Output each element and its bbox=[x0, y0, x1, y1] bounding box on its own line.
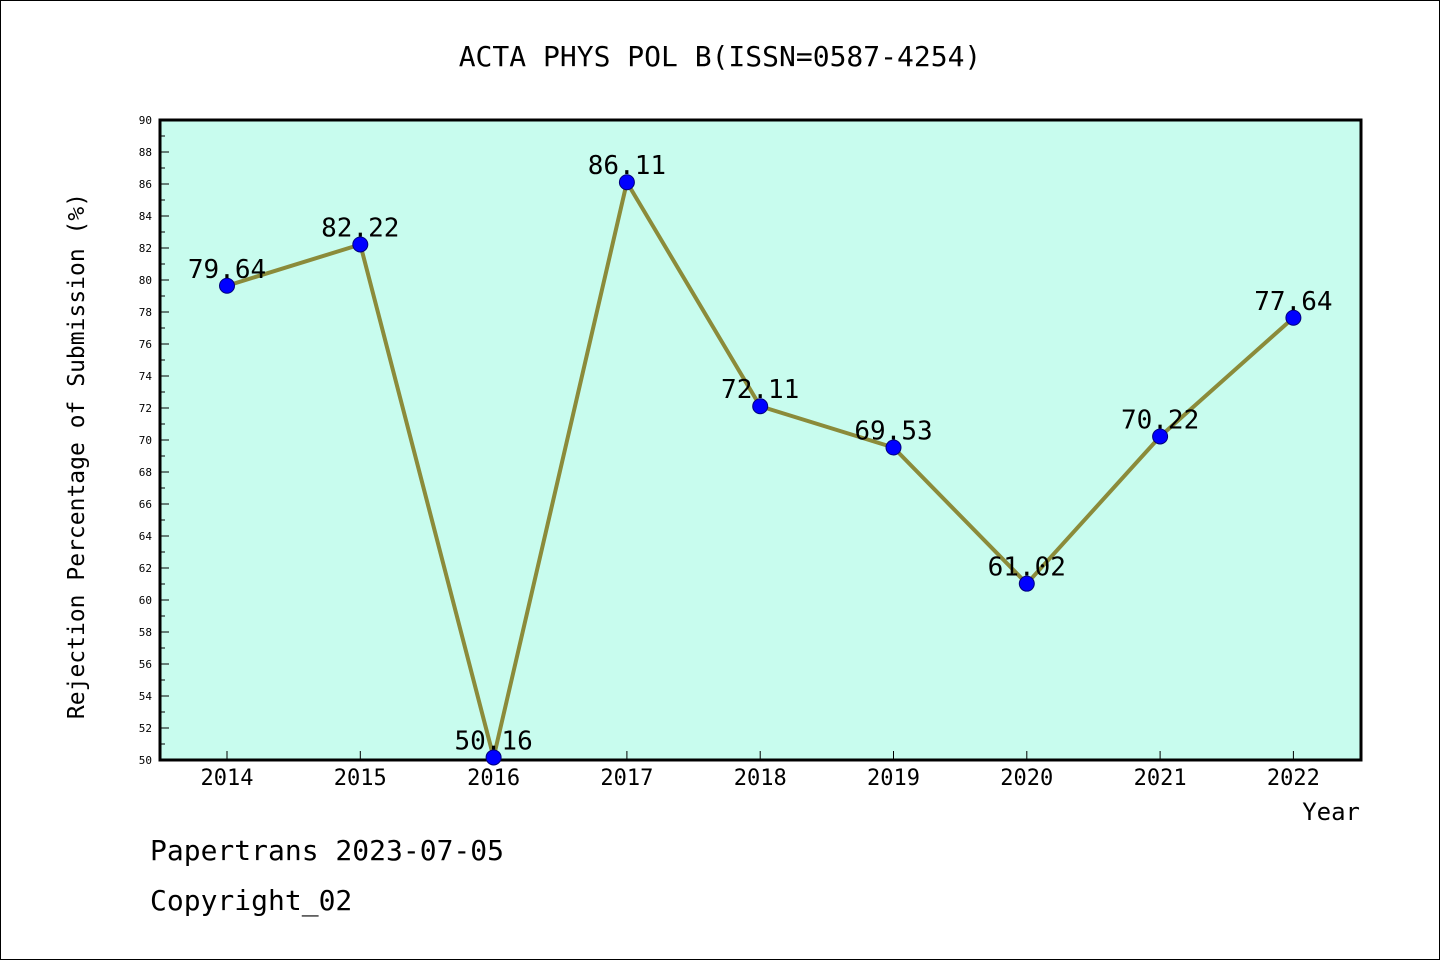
footer-date-text: Papertrans 2023-07-05 bbox=[150, 834, 505, 867]
series-group: 79.64 82.22 50.16 86.11 72.11 69.53 61.02 70.22… bbox=[188, 151, 1333, 766]
x-tick-label: 2015 bbox=[334, 766, 387, 791]
data-point bbox=[1018, 575, 1035, 592]
data-point bbox=[752, 398, 769, 415]
y-tick-label: 90 bbox=[139, 114, 152, 127]
y-tick-label: 58 bbox=[139, 626, 152, 639]
y-tick-label: 70 bbox=[139, 434, 152, 447]
y-axis-label: Rejection Percentage of Submission (%) bbox=[64, 193, 90, 719]
x-tick-label: 2016 bbox=[467, 766, 520, 791]
data-label: 61.02 bbox=[988, 553, 1066, 583]
x-tick-label: 2020 bbox=[1000, 766, 1053, 791]
data-point bbox=[885, 439, 902, 456]
x-tick-label: 2022 bbox=[1267, 766, 1320, 791]
x-tick-label: 2017 bbox=[600, 766, 653, 791]
footer-copyright-text: Copyright_02 bbox=[150, 884, 353, 917]
y-tick-label: 64 bbox=[139, 530, 153, 543]
y-tick-label: 74 bbox=[139, 370, 153, 383]
y-tick-label: 56 bbox=[139, 658, 152, 671]
chart-title: ACTA PHYS POL B(ISSN=0587-4254) bbox=[459, 40, 982, 73]
data-label: 70.22 bbox=[1121, 405, 1199, 435]
data-label: 77.64 bbox=[1254, 287, 1332, 317]
y-tick-label: 72 bbox=[139, 402, 152, 415]
y-tick-label: 82 bbox=[139, 242, 152, 255]
data-label: 72.11 bbox=[721, 375, 799, 405]
y-axis-ticks: 50 52 54 56 58 60 62 64 66 68 70 72 74 76 78 80 82 84 86 88… bbox=[139, 114, 169, 767]
x-tick-label: 2021 bbox=[1134, 766, 1187, 791]
x-axis-label: Year bbox=[1302, 798, 1360, 826]
y-tick-label: 78 bbox=[139, 306, 152, 319]
data-label: 79.64 bbox=[188, 255, 266, 285]
y-tick-label: 60 bbox=[139, 594, 152, 607]
x-tick-label: 2018 bbox=[734, 766, 787, 791]
y-tick-label: 80 bbox=[139, 274, 152, 287]
data-label: 50.16 bbox=[454, 726, 532, 756]
data-label: 69.53 bbox=[854, 417, 932, 447]
x-tick-label: 2019 bbox=[867, 766, 920, 791]
y-tick-label: 52 bbox=[139, 722, 152, 735]
data-point bbox=[1152, 428, 1169, 445]
data-label: 82.22 bbox=[321, 213, 399, 243]
x-axis-ticks: 2014 2015 2016 2017 2018 2019 2020 2021 2022 bbox=[201, 751, 1320, 791]
y-tick-label: 68 bbox=[139, 466, 152, 479]
x-tick-label: 2014 bbox=[201, 766, 254, 791]
y-tick-label: 86 bbox=[139, 178, 152, 191]
y-tick-label: 66 bbox=[139, 498, 152, 511]
y-tick-label: 50 bbox=[139, 754, 152, 767]
data-point bbox=[485, 749, 502, 766]
data-label: 86.11 bbox=[588, 151, 666, 181]
data-point bbox=[618, 174, 635, 191]
y-tick-label: 84 bbox=[139, 210, 153, 223]
data-point bbox=[219, 277, 235, 294]
y-tick-label: 54 bbox=[139, 690, 153, 703]
y-tick-label: 76 bbox=[139, 338, 152, 351]
y-tick-label: 88 bbox=[139, 146, 152, 159]
y-tick-label: 62 bbox=[139, 562, 152, 575]
data-point bbox=[352, 236, 369, 253]
data-point bbox=[1285, 309, 1302, 326]
